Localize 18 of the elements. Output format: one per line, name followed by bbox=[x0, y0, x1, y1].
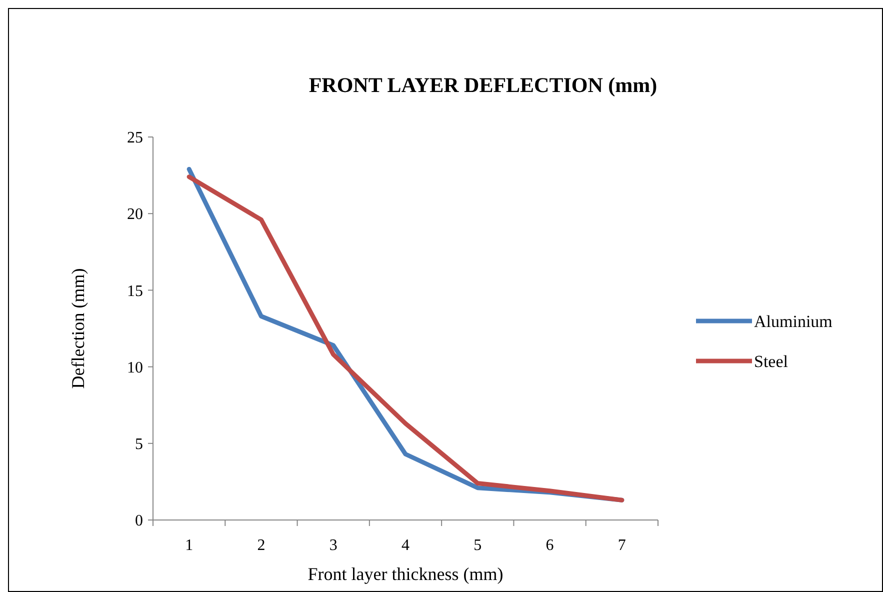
legend-label: Aluminium bbox=[754, 312, 832, 331]
x-axis-title: Front layer thickness (mm) bbox=[308, 564, 504, 584]
x-tick-label: 6 bbox=[546, 537, 554, 554]
y-axis-title: Deflection (mm) bbox=[68, 268, 88, 389]
x-tick-label: 7 bbox=[618, 537, 626, 554]
y-tick-label: 25 bbox=[127, 130, 143, 147]
chart-title: FRONT LAYER DEFLECTION (mm) bbox=[308, 73, 658, 97]
y-tick-label: 5 bbox=[135, 436, 143, 453]
y-tick-label: 20 bbox=[127, 206, 143, 224]
x-tick-label: 4 bbox=[402, 537, 410, 554]
x-tick-label: 2 bbox=[257, 537, 266, 554]
x-tick-label: 1 bbox=[185, 537, 194, 554]
x-tick-label: 3 bbox=[329, 537, 338, 554]
y-tick-label: 0 bbox=[135, 512, 143, 530]
y-tick-label: 10 bbox=[127, 359, 143, 376]
legend-label: Steel bbox=[754, 352, 788, 371]
y-tick-label: 15 bbox=[127, 282, 143, 300]
x-tick-label: 5 bbox=[474, 537, 482, 554]
